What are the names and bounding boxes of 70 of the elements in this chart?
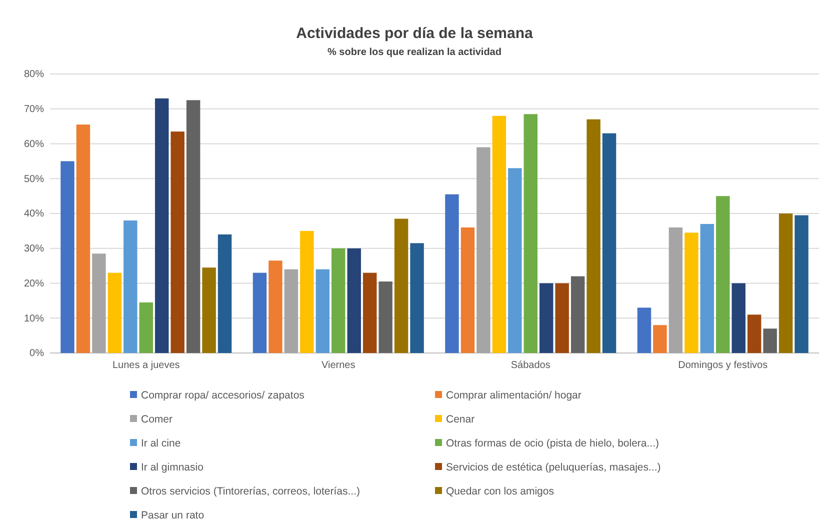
bar: [586, 119, 600, 353]
bar: [332, 248, 346, 353]
bar: [570, 276, 585, 353]
bar: [700, 224, 714, 353]
bar: [637, 308, 652, 353]
bar: [747, 314, 762, 353]
chart-title: Actividades por día de la semana: [296, 25, 534, 42]
bar: [202, 268, 216, 353]
bar: [92, 254, 106, 353]
chart-subtitle: % sobre los que realizan la actividad: [328, 47, 502, 58]
bar: [218, 234, 232, 353]
y-tick-label: 30%: [24, 244, 44, 255]
bar: [124, 220, 138, 353]
bar: [378, 282, 392, 353]
bar: [186, 100, 200, 353]
bar: [139, 302, 153, 353]
bar: [154, 98, 169, 353]
legend-label: Servicios de estética (peluquerías, masajes...): [446, 461, 661, 474]
bar: [524, 114, 538, 353]
bar: [508, 168, 522, 353]
bar: [347, 248, 361, 353]
y-tick-label: 10%: [24, 313, 44, 324]
x-tick-label: Lunes a jueves: [112, 360, 180, 371]
bar: [778, 214, 793, 353]
bar: [268, 260, 282, 353]
bar: [555, 283, 569, 353]
bar: [668, 227, 683, 353]
bar: [316, 269, 330, 353]
legend-label: Ir al gimnasio: [141, 461, 204, 474]
bar: [410, 243, 424, 353]
bar: [284, 269, 298, 353]
y-tick-label: 50%: [24, 174, 44, 185]
x-tick-label: Viernes: [322, 360, 356, 371]
bar: [653, 325, 667, 353]
bar: [252, 272, 267, 353]
bar: [362, 272, 377, 353]
legend-label: Ir al cine: [141, 437, 181, 450]
bar: [300, 230, 314, 353]
bar: [60, 161, 74, 353]
bar: [170, 132, 184, 353]
bar: [732, 283, 746, 353]
bar: [684, 232, 698, 353]
legend-label: Otras formas de ocio (pista de hielo, bolera...): [446, 437, 660, 450]
y-tick-label: 60%: [24, 138, 44, 150]
bar: [539, 283, 554, 353]
legend-label: Comprar alimentación/ hogar: [446, 389, 582, 402]
legend-label: Pasar un rato: [141, 509, 204, 522]
legend-label: Cenar: [446, 413, 476, 426]
bar: [394, 218, 408, 353]
bar: [794, 215, 808, 353]
bar: [476, 147, 490, 353]
y-tick-label: 80%: [24, 69, 44, 80]
bar: [492, 116, 506, 353]
bar: [108, 272, 122, 353]
y-tick-label: 20%: [24, 278, 44, 290]
x-tick-label: Domingos y festivos: [678, 360, 768, 371]
y-tick-label: 70%: [24, 104, 44, 116]
y-tick-label: 0%: [30, 348, 44, 360]
bar: [445, 194, 459, 353]
legend-label: Otros servicios (Tintorerías, correos, loterías...): [141, 485, 360, 498]
bar: [763, 328, 777, 353]
legend-label: Comer: [141, 413, 174, 426]
x-tick-label: Sábados: [510, 360, 550, 371]
legend-label: Comprar ropa/ accesorios/ zapatos: [141, 389, 304, 402]
bar: [716, 196, 730, 353]
bar: [602, 133, 616, 353]
legend-label: Quedar con los amigos: [446, 485, 554, 498]
bar: [76, 124, 90, 353]
y-tick-label: 40%: [24, 208, 44, 220]
bar: [460, 227, 475, 353]
